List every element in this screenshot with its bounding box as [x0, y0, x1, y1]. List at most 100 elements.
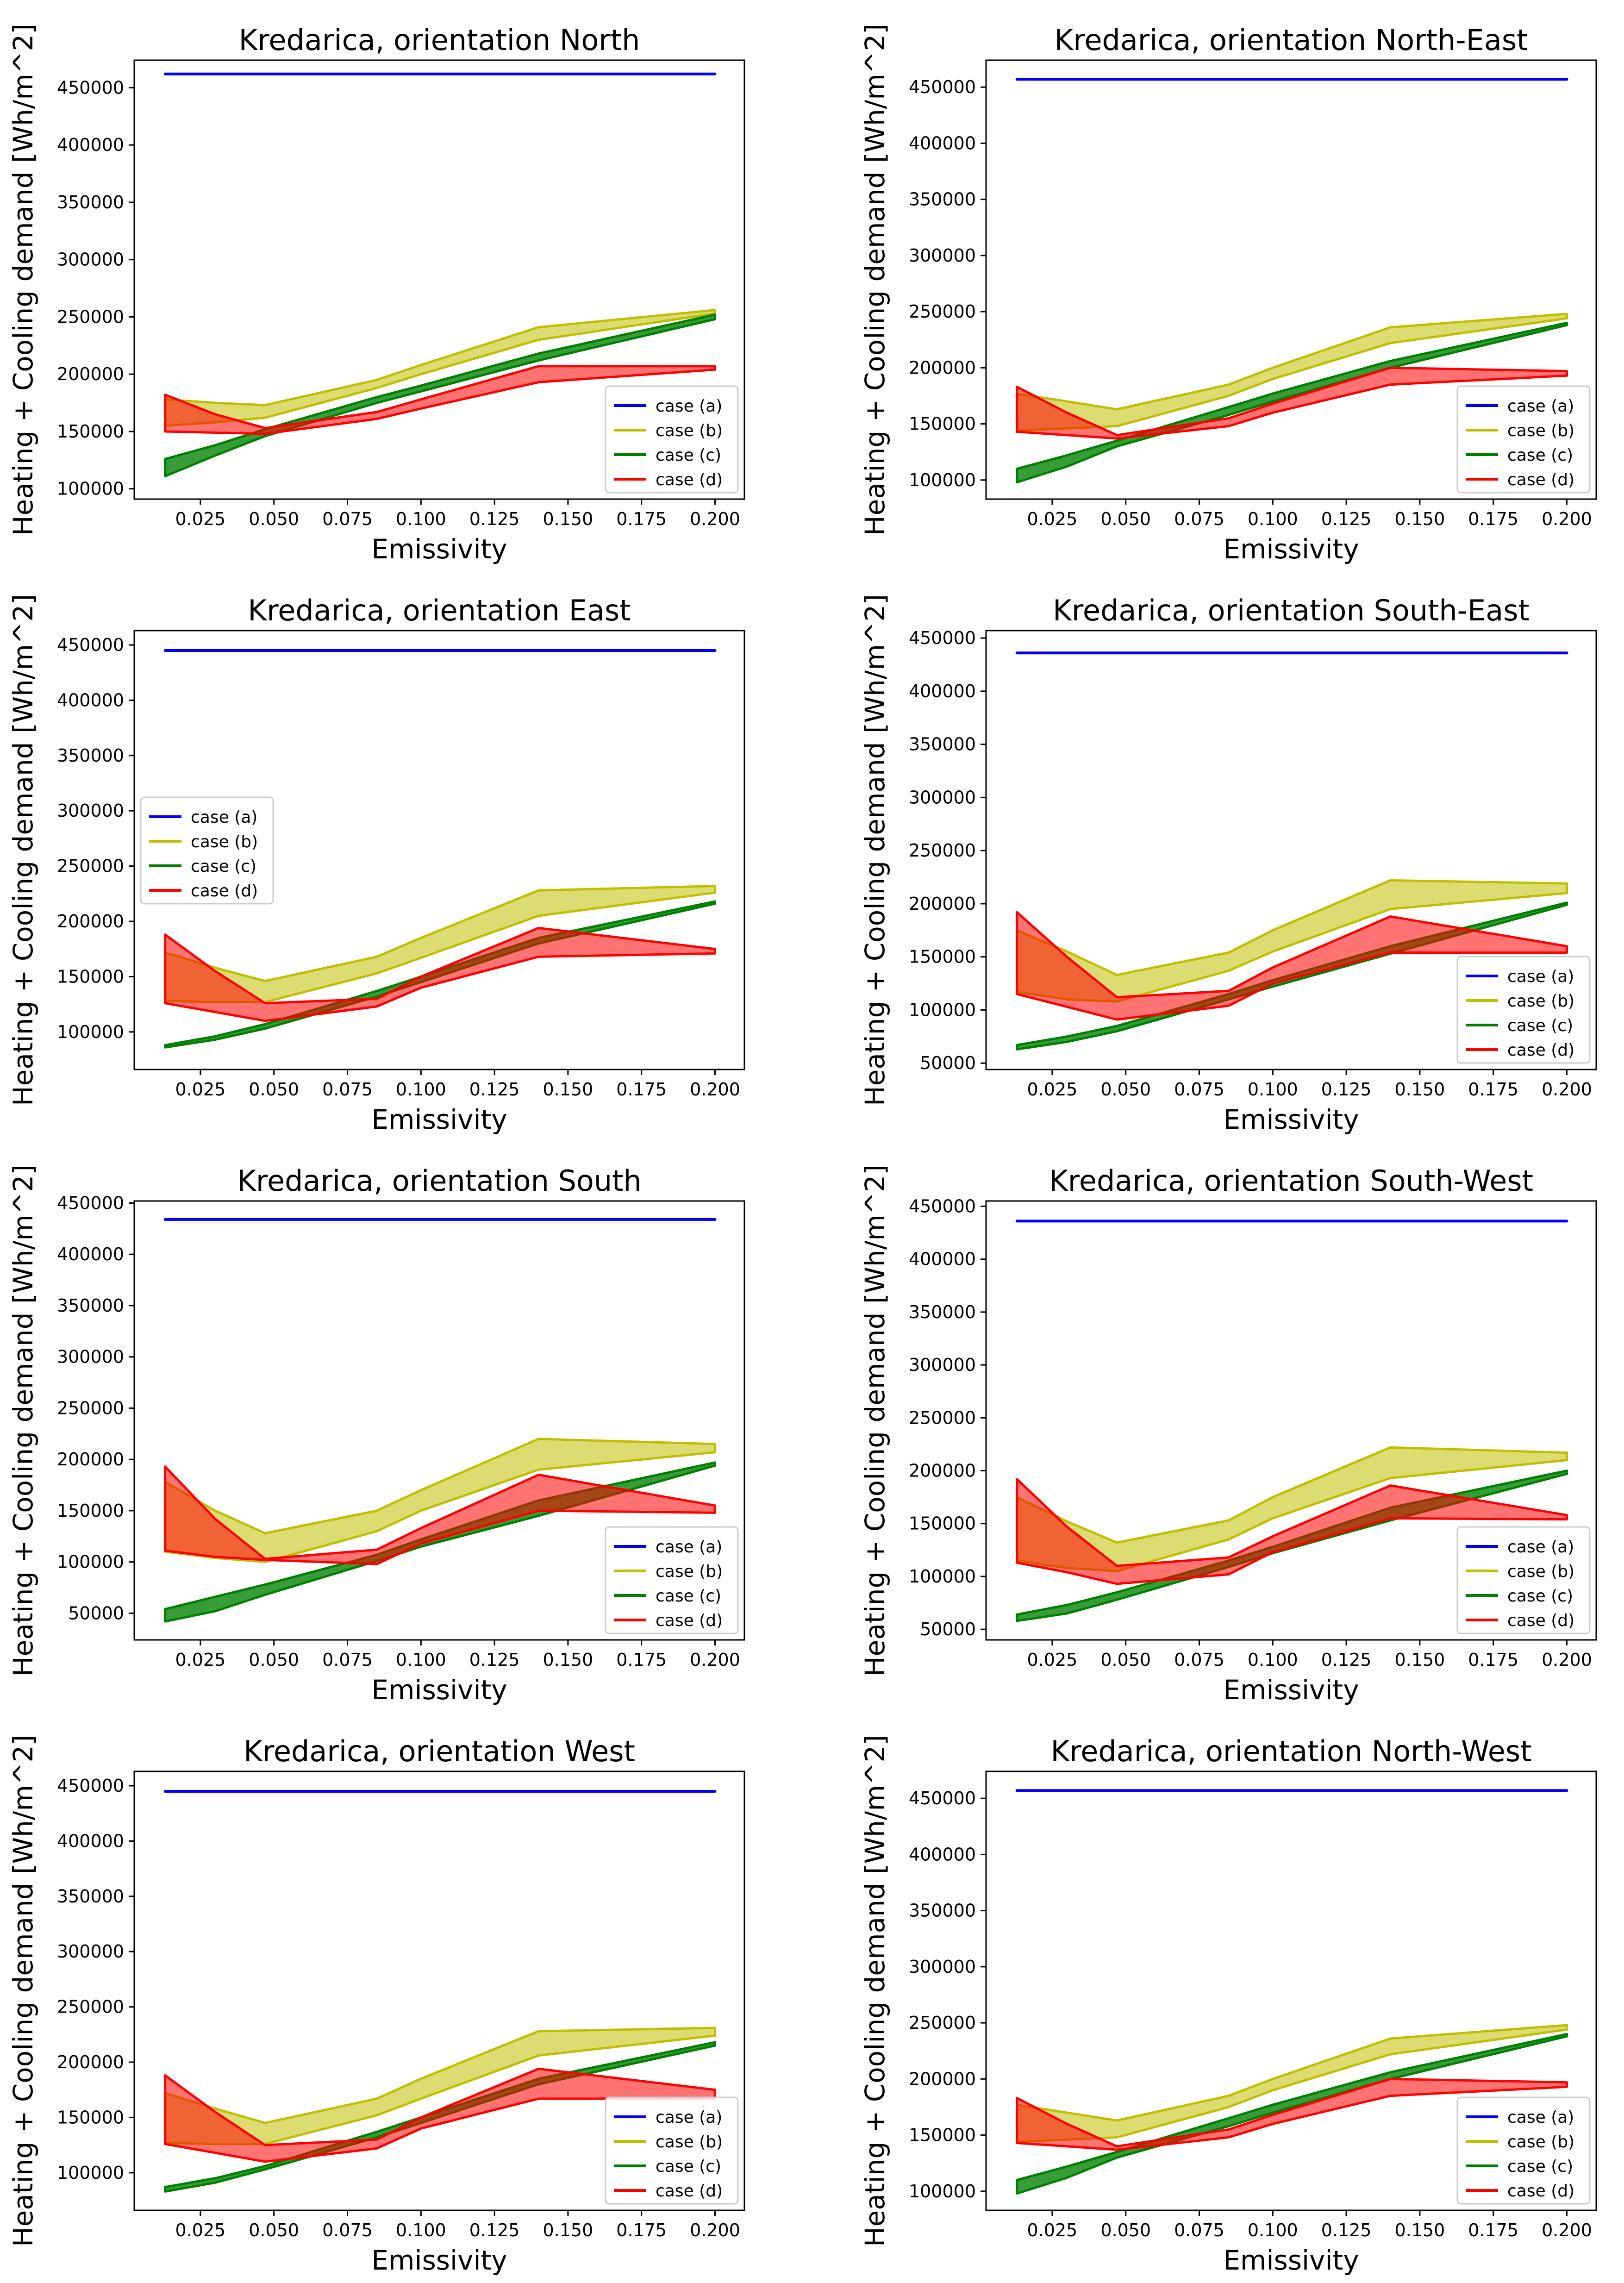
y-tick-label: 250000: [909, 2013, 976, 2033]
y-tick-label: 100000: [57, 1552, 124, 1572]
x-tick-label: 0.125: [1321, 2220, 1372, 2240]
legend-label: case (d): [1507, 1611, 1574, 1630]
x-tick-label: 0.125: [469, 1079, 520, 1100]
y-tick-label: 300000: [909, 1957, 976, 1977]
y-tick-label: 100000: [57, 479, 124, 499]
x-tick-label: 0.175: [1468, 2220, 1518, 2240]
y-tick-label: 350000: [57, 192, 124, 213]
chart-panel-0: Kredarica, orientation North 0.025 0.050 0.…: [7, 23, 745, 565]
legend-label: case (b): [1507, 992, 1574, 1011]
legend-label: case (c): [656, 2157, 721, 2176]
legend-label: case (a): [656, 397, 722, 416]
y-tick-label: 300000: [909, 1355, 976, 1375]
x-tick-label: 0.025: [175, 1079, 226, 1100]
legend-label: case (b): [656, 421, 723, 440]
y-tick-label: 400000: [57, 1244, 124, 1264]
y-tick-label: 200000: [57, 1449, 124, 1470]
y-tick-label: 200000: [57, 911, 124, 932]
x-tick-label: 0.150: [1394, 1650, 1445, 1670]
y-axis-label: Heating + Cooling demand [Wh/m^2]: [7, 24, 39, 536]
legend-label: case (a): [1507, 967, 1574, 986]
legend-label: case (b): [656, 2133, 723, 2152]
series-band-3: [1016, 911, 1568, 1021]
chart-title: Kredarica, orientation South-East: [1053, 594, 1530, 627]
x-axis-label: Emissivity: [1223, 1104, 1359, 1135]
x-tick-label: 0.075: [322, 2220, 373, 2240]
x-tick-label: 0.050: [249, 1079, 299, 1100]
plot-area: [163, 1218, 717, 1623]
chart-title: Kredarica, orientation South: [237, 1164, 642, 1198]
x-tick-label: 0.150: [543, 509, 593, 529]
y-tick-label: 200000: [57, 2052, 124, 2072]
x-tick-label: 0.175: [616, 1650, 667, 1670]
x-tick-label: 0.175: [1468, 509, 1518, 529]
x-tick-label: 0.075: [322, 1650, 373, 1670]
plot-area: [1015, 78, 1568, 484]
legend-label: case (a): [1507, 1538, 1574, 1557]
chart-title: Kredarica, orientation South-West: [1049, 1164, 1533, 1198]
y-tick-label: 200000: [909, 894, 976, 914]
y-tick-label: 350000: [909, 734, 976, 755]
legend-frame: [605, 385, 739, 494]
x-axis-label: Emissivity: [1223, 2245, 1359, 2276]
y-tick-label: 450000: [909, 77, 976, 97]
x-tick-label: 0.050: [1100, 1650, 1151, 1670]
legend-label: case (b): [191, 832, 258, 851]
x-tick-label: 0.175: [616, 509, 667, 529]
series-band-3: [1016, 2077, 1568, 2151]
y-tick-label: 300000: [909, 787, 976, 807]
plot-frame: [985, 59, 1597, 500]
y-tick-label: 300000: [57, 1347, 124, 1367]
y-axis-label: Heating + Cooling demand [Wh/m^2]: [7, 1735, 39, 2247]
chart-title: Kredarica, orientation West: [244, 1734, 635, 1768]
plot-area: [1015, 1789, 1568, 2195]
legend-label: case (d): [656, 1611, 723, 1630]
x-axis-label: Emissivity: [371, 1104, 507, 1135]
x-tick-label: 0.200: [1542, 509, 1592, 529]
legend-label: case (d): [1507, 1041, 1574, 1060]
y-tick-label: 150000: [909, 414, 976, 434]
x-tick-label: 0.100: [396, 2220, 446, 2240]
x-tick-label: 0.200: [1542, 1079, 1592, 1100]
chart-panel-5: Kredarica, orientation South-West 0.025 0.…: [859, 1164, 1597, 1706]
series-band-3: [164, 1465, 716, 1565]
y-tick-label: 400000: [909, 1249, 976, 1270]
chart-title: Kredarica, orientation North-West: [1050, 1734, 1531, 1768]
legend: case (a) case (b) case (c) case (d): [605, 385, 739, 494]
x-tick-label: 0.125: [469, 1650, 520, 1670]
legend-label: case (d): [1507, 470, 1574, 489]
plot-area: [163, 649, 717, 1049]
y-tick-label: 200000: [57, 364, 124, 384]
y-tick-label: 400000: [909, 1844, 976, 1864]
plot-area: [1015, 651, 1568, 1051]
x-tick-label: 0.100: [396, 509, 446, 529]
legend-label: case (c): [1507, 446, 1573, 465]
x-tick-label: 0.050: [249, 2220, 299, 2240]
y-tick-label: 100000: [57, 2163, 124, 2183]
x-tick-label: 0.050: [1100, 509, 1151, 529]
y-tick-label: 50000: [920, 1619, 976, 1639]
legend: case (a) case (b) case (c) case (d): [605, 2096, 739, 2205]
plot-frame: [133, 1200, 745, 1641]
legend-label: case (d): [191, 882, 258, 901]
chart-title: Kredarica, orientation North-East: [1055, 23, 1528, 57]
y-tick-label: 450000: [909, 1788, 976, 1808]
legend: case (a) case (b) case (c) case (d): [1456, 1526, 1591, 1634]
legend-frame: [1456, 1526, 1591, 1634]
x-tick-label: 0.100: [1248, 509, 1298, 529]
series-band-3: [1016, 366, 1568, 440]
y-tick-label: 300000: [57, 801, 124, 821]
legend-frame: [605, 2096, 739, 2205]
x-tick-label: 0.150: [1394, 2220, 1445, 2240]
y-tick-label: 450000: [57, 1776, 124, 1796]
x-axis-label: Emissivity: [371, 2245, 507, 2276]
x-tick-label: 0.175: [616, 2220, 667, 2240]
y-tick-label: 350000: [909, 189, 976, 210]
x-tick-label: 0.075: [1174, 1079, 1224, 1100]
y-tick-label: 400000: [57, 135, 124, 155]
x-tick-label: 0.025: [1027, 1079, 1078, 1100]
y-tick-label: 150000: [57, 966, 124, 987]
x-axis-label: Emissivity: [371, 533, 507, 565]
chart-panel-6: Kredarica, orientation West 0.025 0.050 0.0…: [7, 1734, 745, 2276]
